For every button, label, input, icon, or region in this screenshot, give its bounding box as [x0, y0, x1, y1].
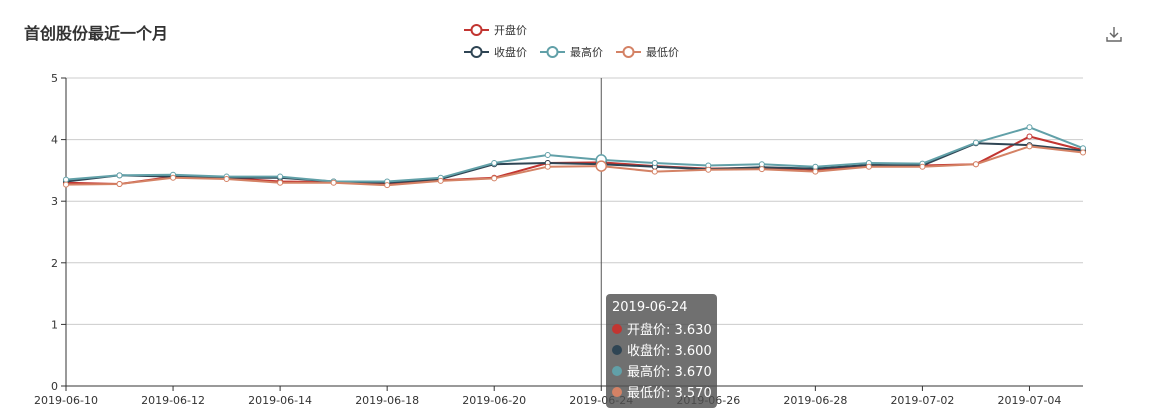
- data-point: [385, 183, 390, 188]
- data-point: [224, 177, 229, 182]
- data-point: [652, 169, 657, 174]
- data-point: [492, 176, 497, 181]
- data-point: [171, 175, 176, 180]
- tooltip-value: 收盘价: 3.600: [627, 340, 712, 359]
- data-point: [759, 167, 764, 172]
- data-point: [117, 181, 122, 186]
- x-tick-label: 2019-07-04: [998, 394, 1062, 407]
- tooltip-row-low: 最低价: 3.570: [612, 381, 717, 402]
- y-tick-label: 0: [51, 380, 58, 393]
- x-tick-label: 2019-06-12: [141, 394, 205, 407]
- tooltip-row-open: 开盘价: 3.630: [612, 318, 717, 339]
- data-point: [1027, 125, 1032, 130]
- data-point: [64, 182, 69, 187]
- x-tick-label: 2019-07-02: [890, 394, 954, 407]
- data-point: [278, 174, 283, 179]
- data-point: [706, 167, 711, 172]
- tooltip: 2019-06-24 开盘价: 3.630 收盘价: 3.600 最高价: 3.…: [606, 294, 717, 408]
- series-dot-icon: [612, 387, 622, 397]
- x-tick-label: 2019-06-20: [462, 394, 526, 407]
- data-point: [813, 164, 818, 169]
- data-point: [1081, 150, 1086, 155]
- tooltip-value: 最高价: 3.670: [627, 361, 712, 380]
- series-dot-icon: [612, 345, 622, 355]
- data-point: [973, 140, 978, 145]
- data-point: [973, 162, 978, 167]
- series-line: [66, 146, 1083, 185]
- data-point: [64, 177, 69, 182]
- data-point: [278, 180, 283, 185]
- tooltip-row-close: 收盘价: 3.600: [612, 339, 717, 360]
- tooltip-date: 2019-06-24: [612, 300, 717, 315]
- y-tick-label: 1: [51, 318, 58, 331]
- tooltip-value: 开盘价: 3.630: [627, 319, 712, 338]
- data-point: [596, 161, 606, 171]
- data-point: [813, 169, 818, 174]
- data-point: [545, 153, 550, 158]
- y-tick-label: 4: [51, 134, 58, 147]
- data-point: [1027, 134, 1032, 139]
- data-point: [492, 161, 497, 166]
- data-point: [331, 180, 336, 185]
- x-tick-label: 2019-06-14: [248, 394, 312, 407]
- data-point: [920, 164, 925, 169]
- data-point: [652, 161, 657, 166]
- x-tick-label: 2019-06-28: [783, 394, 847, 407]
- tooltip-row-high: 最高价: 3.670: [612, 360, 717, 381]
- y-tick-label: 2: [51, 257, 58, 270]
- series-dot-icon: [612, 366, 622, 376]
- x-tick-label: 2019-06-18: [355, 394, 419, 407]
- data-point: [1027, 144, 1032, 149]
- tooltip-value: 最低价: 3.570: [627, 382, 712, 401]
- x-tick-label: 2019-06-10: [34, 394, 98, 407]
- data-point: [866, 164, 871, 169]
- series-dot-icon: [612, 324, 622, 334]
- data-point: [117, 173, 122, 178]
- data-point: [545, 164, 550, 169]
- data-point: [438, 178, 443, 183]
- data-point: [759, 162, 764, 167]
- y-tick-label: 3: [51, 195, 58, 208]
- y-tick-label: 5: [51, 72, 58, 85]
- series-line: [66, 127, 1083, 181]
